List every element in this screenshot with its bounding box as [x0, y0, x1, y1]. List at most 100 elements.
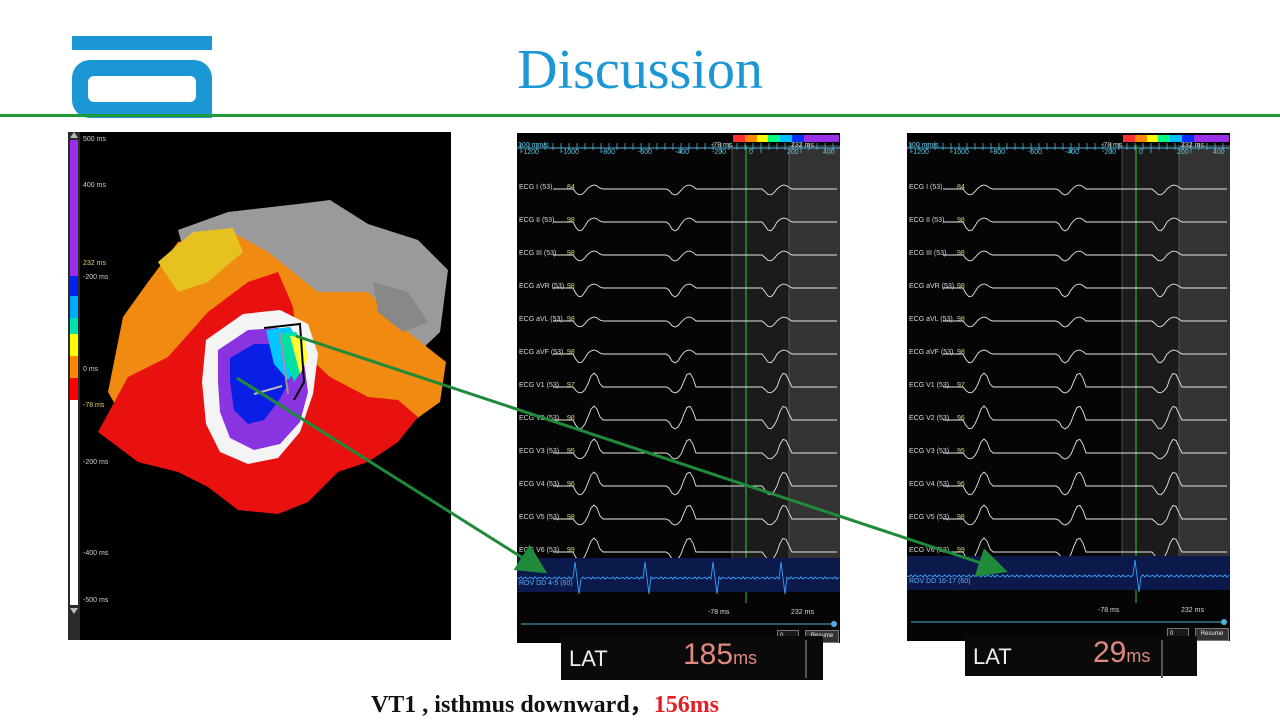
ecg-panel-2[interactable]: 100 mm/s -1200 -1000 -800 -600 -400 -200…: [907, 133, 1230, 641]
color-scale-strip: [1123, 135, 1230, 142]
rov-channel-label[interactable]: ROV DD 16-17 (60): [909, 578, 971, 585]
abbott-logo: [72, 36, 212, 118]
lead-label[interactable]: ECG III (53): [909, 250, 947, 257]
lead-label[interactable]: ECG III (53): [519, 250, 557, 257]
lead-label[interactable]: ECG V4 (53): [519, 481, 560, 488]
heart-activation-map[interactable]: [68, 132, 451, 640]
lead-label[interactable]: ECG V2 (53): [909, 415, 950, 422]
ecg-panel-1[interactable]: 100 mm/s -1200 -1000 -800 -600 -400 -200…: [517, 133, 840, 643]
lead-label[interactable]: ECG II (53): [909, 217, 945, 224]
lead-label[interactable]: ECG V2 (53): [519, 415, 560, 422]
lead-label[interactable]: ECG V3 (53): [519, 448, 560, 455]
lat-unit: ms: [733, 648, 758, 668]
tick-label: -1000: [951, 149, 969, 156]
lead-label[interactable]: ECG aVF (53): [909, 349, 954, 356]
lead-score: 98: [567, 283, 575, 290]
lat-unit: ms: [1126, 646, 1151, 666]
scale-label: -200 ms: [83, 459, 109, 466]
tick-label: 200: [1177, 149, 1189, 156]
lat-number: 29: [1093, 636, 1127, 669]
lat-divider: [805, 640, 807, 678]
lead-label[interactable]: ECG aVL (53): [909, 316, 953, 323]
lead-label[interactable]: ECG V6 (53): [909, 547, 950, 554]
lat-display-2: LAT 29ms: [965, 636, 1197, 678]
speed-label: 100 mm/s: [518, 142, 549, 149]
lead-label[interactable]: ECG aVF (53): [519, 349, 564, 356]
lead-label[interactable]: ECG V1 (53): [519, 382, 560, 389]
lat-display-1: LAT 185ms: [561, 636, 823, 680]
window-start-bottom: -78 ms: [1098, 607, 1120, 614]
lead-score: 99: [957, 547, 965, 554]
lat-label: LAT: [973, 644, 1012, 669]
lead-label[interactable]: ECG aVL (53): [519, 316, 563, 323]
tick-label: 400: [1213, 149, 1225, 156]
lead-label[interactable]: ECG V4 (53): [909, 481, 950, 488]
lead-label[interactable]: ECG V5 (53): [909, 514, 950, 521]
lead-score: 98: [567, 316, 575, 323]
lead-label[interactable]: ECG I (53): [519, 184, 553, 191]
lead-label[interactable]: ECG II (53): [519, 217, 555, 224]
lead-score: 84: [957, 184, 965, 191]
scale-label: -400 ms: [83, 550, 109, 557]
slide-title: Discussion: [517, 39, 763, 101]
tick-label: -1200: [911, 149, 929, 156]
scale-label-bottom: -500 ms: [83, 597, 109, 604]
lead-score: 98: [957, 250, 965, 257]
lead-label[interactable]: ECG aVR (53): [519, 283, 565, 290]
window-start-bottom: -78 ms: [708, 609, 730, 616]
tick-label: -1000: [561, 149, 579, 156]
activation-map-view[interactable]: 500 ms 400 ms 232 ms -200 ms 0 ms -78 ms…: [68, 132, 451, 640]
scale-label: 0 ms: [83, 366, 99, 373]
tick-label: -600: [1028, 149, 1043, 156]
lead-score: 96: [957, 415, 965, 422]
tick-label: 200: [787, 149, 799, 156]
lead-score: 99: [567, 547, 575, 554]
tick-label: -400: [1065, 149, 1080, 156]
tick-label: -800: [601, 149, 616, 156]
window-end-bottom: 232 ms: [791, 609, 814, 616]
lead-label[interactable]: ECG aVR (53): [909, 283, 955, 290]
lat-label: LAT: [569, 646, 608, 671]
window-end-top: 232 ms: [791, 142, 814, 149]
window-start-top: -78 ms: [711, 142, 733, 149]
lead-score: 98: [957, 349, 965, 356]
window-end-bottom: 232 ms: [1181, 607, 1204, 614]
color-scale-strip: [733, 135, 840, 142]
tick-label: -1200: [521, 149, 539, 156]
ecg-traces: [517, 133, 840, 643]
lead-score: 98: [957, 217, 965, 224]
lead-score: 98: [957, 283, 965, 290]
tick-label: 0: [1139, 149, 1143, 156]
lead-label[interactable]: ECG V1 (53): [909, 382, 950, 389]
lat-number: 185: [683, 638, 734, 671]
lead-score: 98: [567, 514, 575, 521]
lead-label[interactable]: ECG V5 (53): [519, 514, 560, 521]
caption-highlight: 156ms: [653, 692, 720, 718]
lead-label[interactable]: ECG V3 (53): [909, 448, 950, 455]
rov-channel-label[interactable]: ROV DD 4-5 (60): [519, 580, 573, 587]
scale-label: 400 ms: [83, 182, 106, 189]
title-divider: [0, 114, 1280, 117]
tick-label: -200: [1102, 149, 1117, 156]
tick-label: 400: [823, 149, 835, 156]
tick-label: -200: [712, 149, 727, 156]
tick-label: -400: [675, 149, 690, 156]
tick-label: -600: [638, 149, 653, 156]
lead-label[interactable]: ECG V6 (53): [519, 547, 560, 554]
lead-score: 97: [957, 382, 965, 389]
lead-label[interactable]: ECG I (53): [909, 184, 943, 191]
lead-score: 95: [567, 448, 575, 455]
scale-label: -200 ms: [83, 274, 109, 281]
lead-score: 95: [957, 448, 965, 455]
slide-caption: VT1 , isthmus downward，156ms: [0, 684, 1090, 719]
lat-color-scale[interactable]: [68, 132, 80, 640]
window-end-top: 232 ms: [1181, 142, 1204, 149]
speed-label: 100 mm/s: [908, 142, 939, 149]
lead-score: 98: [957, 514, 965, 521]
resume-button[interactable]: Resume: [1195, 628, 1229, 641]
scale-label-top: 500 ms: [83, 136, 106, 143]
scale-label-lower: -78 ms: [83, 402, 105, 409]
lead-score: 96: [957, 481, 965, 488]
ecg-traces: [907, 133, 1230, 641]
tick-label: 0: [749, 149, 753, 156]
